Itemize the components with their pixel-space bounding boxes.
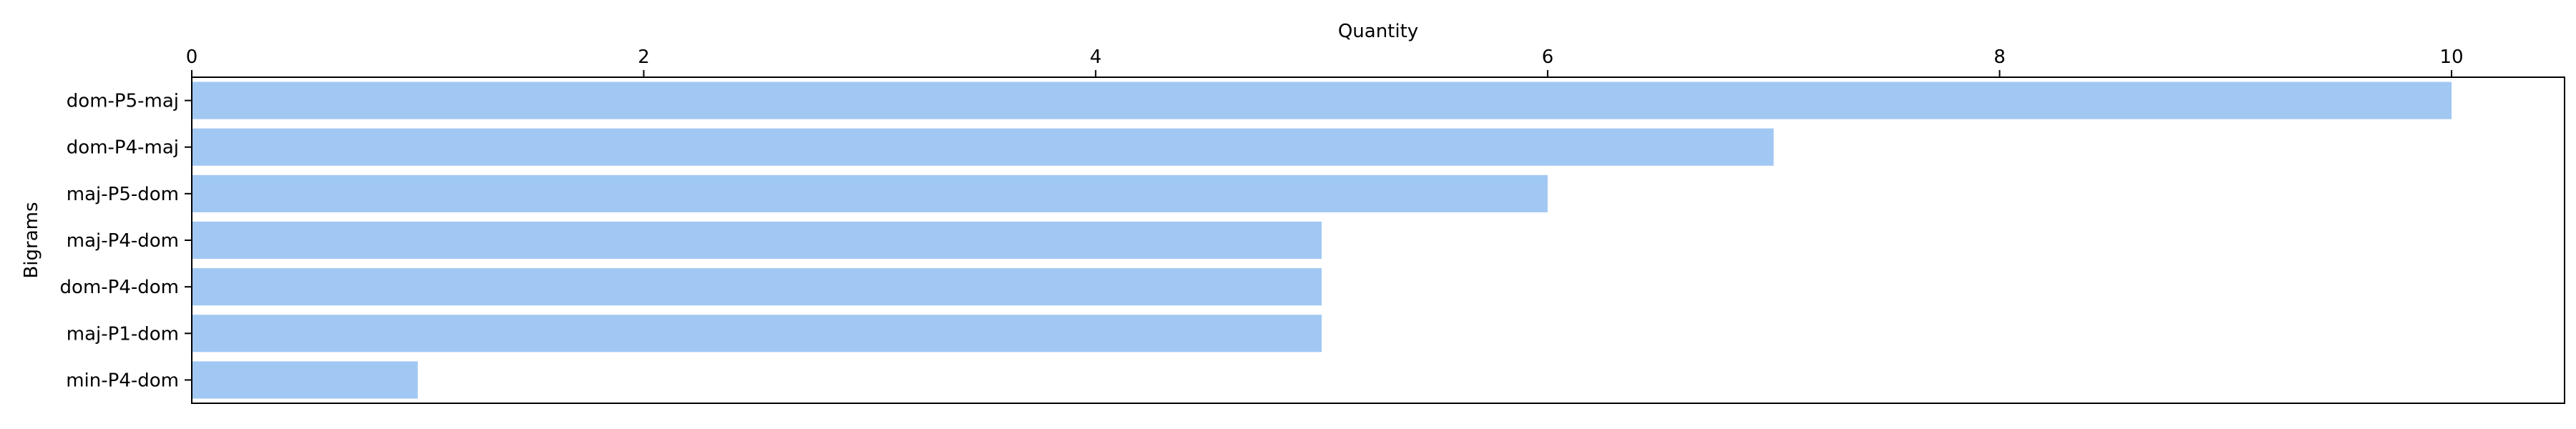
bars-group <box>192 82 2452 399</box>
y-axis-label: Bigrams <box>21 202 42 278</box>
bar-maj-P5-dom <box>192 174 1548 212</box>
bar-dom-P4-maj <box>192 128 1774 166</box>
bar-min-P4-dom <box>192 361 418 399</box>
bar-maj-P4-dom <box>192 221 1322 260</box>
y-tick-label: dom-P5-maj <box>67 91 179 112</box>
bar-maj-P1-dom <box>192 315 1322 352</box>
x-tick-label: 6 <box>1542 46 1554 68</box>
bar-dom-P5-maj <box>192 82 2452 119</box>
x-tick-label: 8 <box>1994 46 2006 68</box>
bar-dom-P4-dom <box>192 268 1322 306</box>
x-tick-label: 2 <box>638 46 650 68</box>
x-tick-label: 4 <box>1090 46 1102 68</box>
y-tick-label: min-P4-dom <box>66 370 179 391</box>
y-axis-ticks: dom-P5-maj dom-P4-maj maj-P5-dom maj-P4-dom… <box>60 91 192 391</box>
y-tick-label: dom-P4-dom <box>60 277 179 298</box>
x-tick-label: 0 <box>186 46 198 68</box>
y-tick-label: maj-P4-dom <box>67 230 179 252</box>
x-axis-ticks: 0 2 4 6 8 10 <box>186 46 2464 77</box>
y-tick-label: maj-P1-dom <box>67 323 179 345</box>
y-tick-label: dom-P4-maj <box>67 137 179 159</box>
x-tick-label: 10 <box>2440 46 2464 68</box>
x-axis-label: Quantity <box>1338 21 1418 42</box>
y-tick-label: maj-P5-dom <box>67 184 179 205</box>
